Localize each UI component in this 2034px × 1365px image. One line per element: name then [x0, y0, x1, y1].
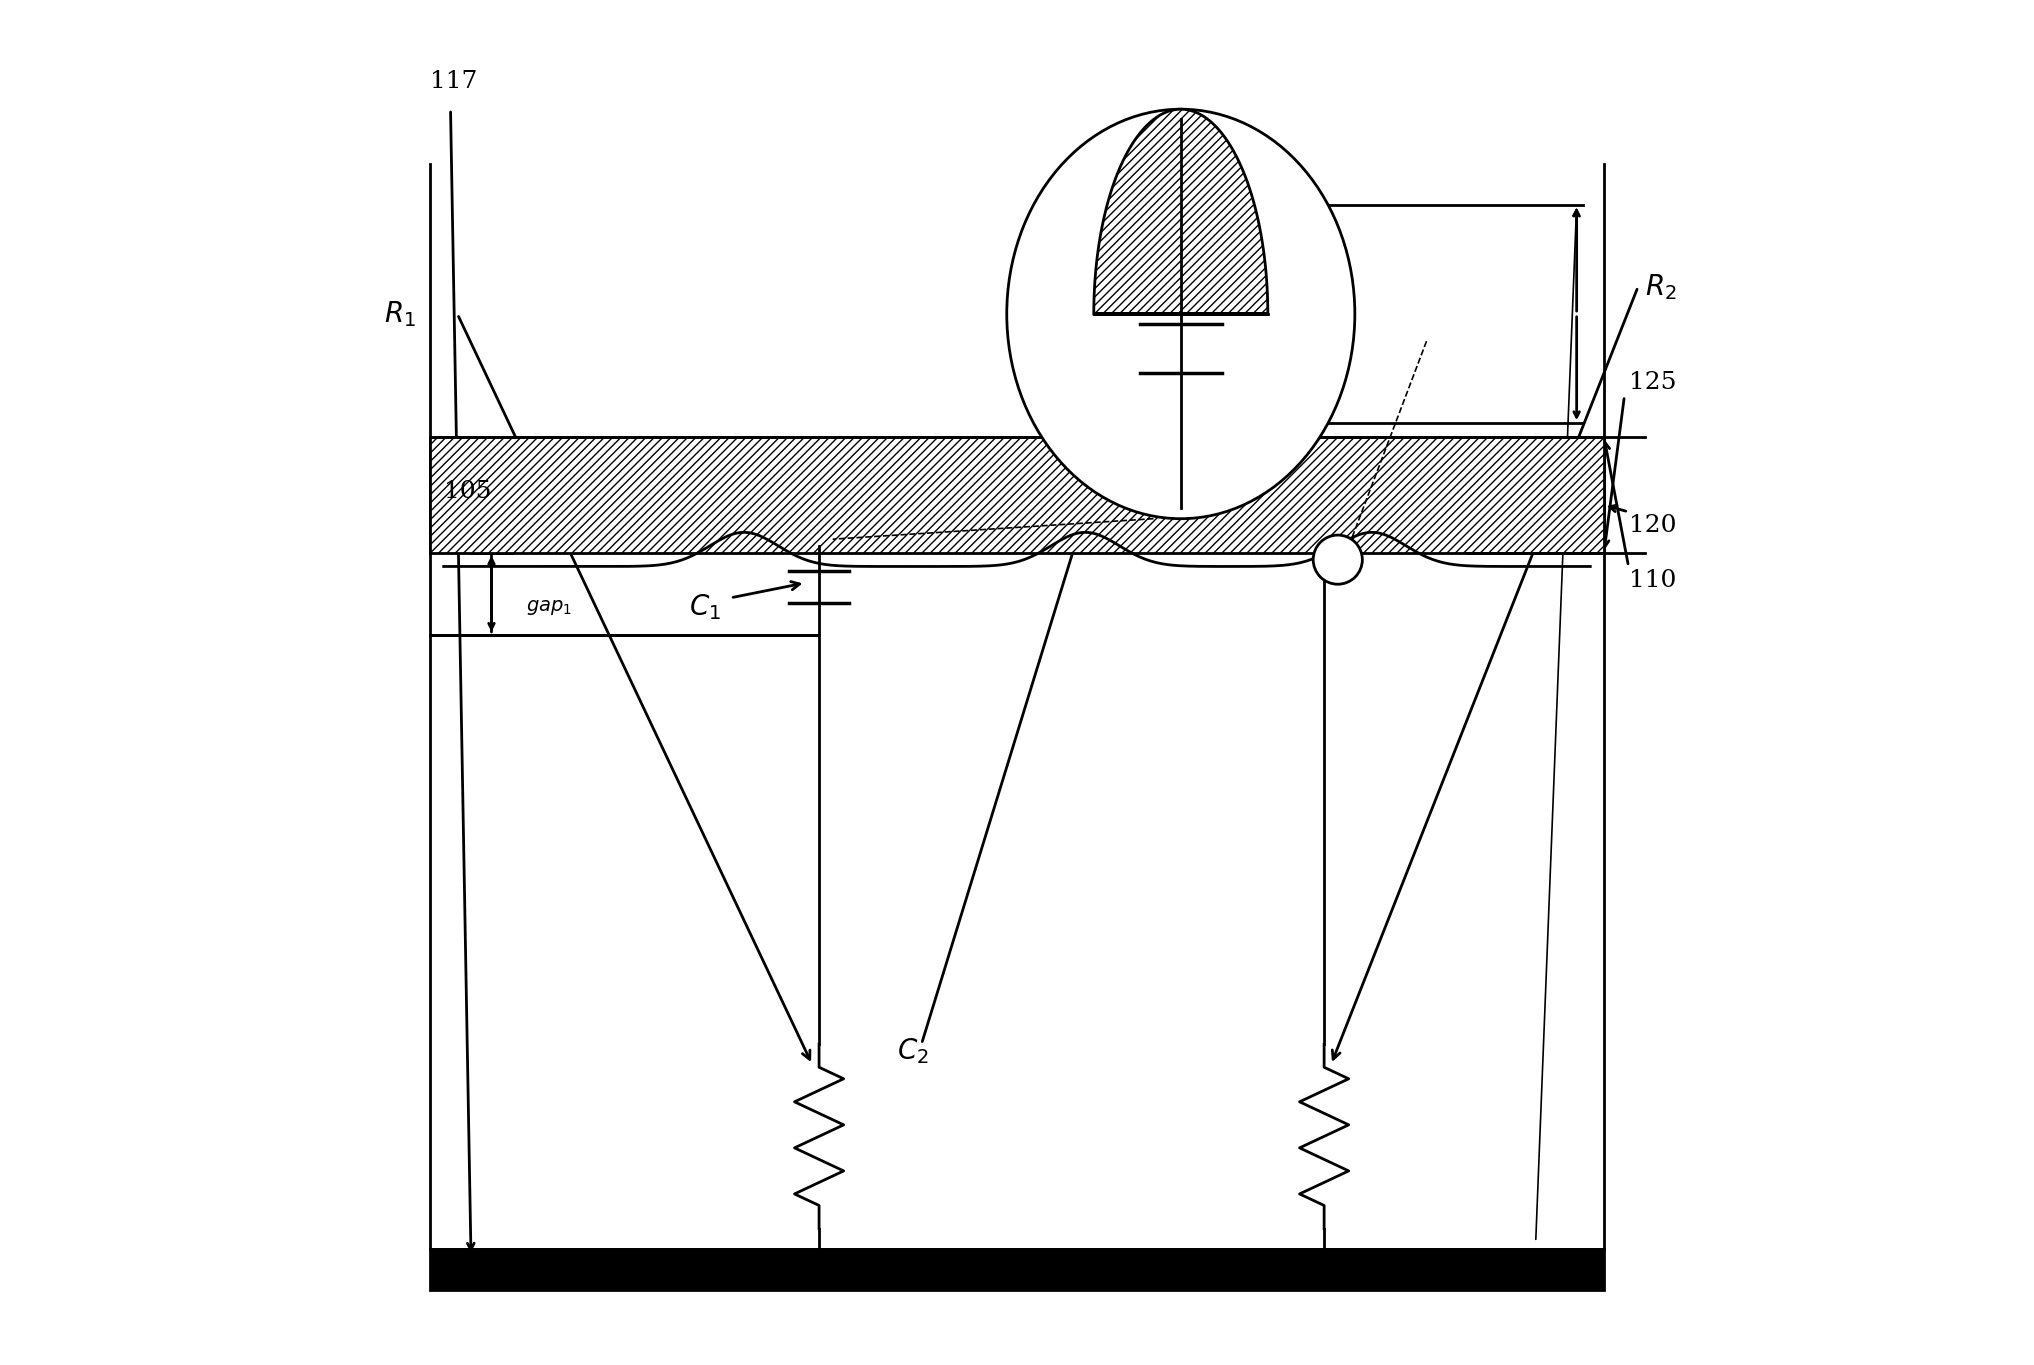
Text: $\mathit{C}_1$: $\mathit{C}_1$ — [690, 592, 722, 622]
Bar — [429, 1249, 1605, 1290]
Bar — [429, 437, 1605, 553]
Ellipse shape — [1007, 109, 1355, 519]
Text: $\mathit{gap}_2$: $\mathit{gap}_2$ — [1475, 1253, 1519, 1272]
PathPatch shape — [1094, 109, 1267, 314]
Text: 120: 120 — [1629, 515, 1676, 536]
Text: $\mathit{R}_2$: $\mathit{R}_2$ — [1646, 272, 1676, 302]
Text: 105: 105 — [443, 480, 490, 502]
Text: 117: 117 — [429, 71, 478, 93]
Text: $\mathit{C}_2$: $\mathit{C}_2$ — [897, 1036, 928, 1066]
Text: $\mathit{gap}_1$: $\mathit{gap}_1$ — [525, 598, 572, 617]
Text: $\mathit{R}_1$: $\mathit{R}_1$ — [384, 299, 417, 329]
Text: 125: 125 — [1629, 371, 1676, 393]
Circle shape — [1314, 535, 1363, 584]
Text: 110: 110 — [1629, 569, 1676, 591]
